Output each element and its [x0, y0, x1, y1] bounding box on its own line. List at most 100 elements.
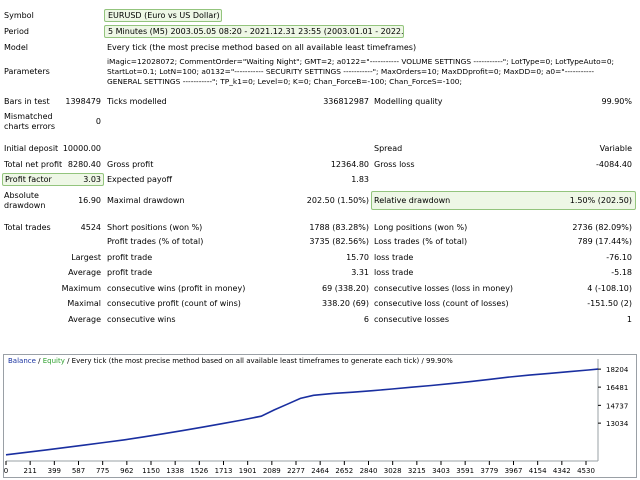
relative-drawdown-value: 1.50% (202.50): [569, 196, 632, 205]
parameters-line-3: GENERAL SETTINGS -----------"; TP_k1=0; …: [107, 77, 462, 86]
maximal-consecutive-loss-value: -151.50 (2): [587, 299, 632, 308]
average-consecutive-wins-label: consecutive wins: [107, 315, 176, 324]
long-positions-value: 2736 (82.09%): [572, 223, 632, 232]
x-tick-label: 1338: [166, 467, 184, 475]
average-consecutive-label: Average: [68, 315, 101, 324]
legend-description: / Every tick (the most precise method ba…: [64, 357, 453, 365]
relative-drawdown-label: Relative drawdown: [374, 196, 451, 205]
max-consecutive-wins-value: 69 (338.20): [322, 284, 369, 293]
profit-trades-value: 3735 (82.56%): [309, 237, 369, 246]
initial-deposit-value: 10000.00: [62, 144, 101, 153]
chart-legend: Balance / Equity / Every tick (the most …: [8, 357, 453, 366]
largest-label: Largest: [71, 253, 101, 262]
net-profit-label: Total net profit: [4, 160, 63, 169]
x-tick-label: 1901: [239, 467, 257, 475]
x-tick-label: 3403: [432, 467, 450, 475]
x-tick-label: 211: [23, 467, 36, 475]
spread-value: Variable: [599, 144, 632, 153]
mismatched-label-2: charts errors: [4, 122, 56, 131]
average-loss-trade-value: -5.18: [611, 268, 632, 277]
loss-trades-label: Loss trades (% of total): [374, 237, 468, 246]
model-value: Every tick (the most precise method base…: [107, 43, 417, 52]
short-positions-label: Short positions (won %): [107, 223, 203, 232]
ticks-value: 336812987: [323, 97, 369, 106]
max-consecutive-wins-label: consecutive wins (profit in money): [107, 284, 246, 293]
period-label: Period: [4, 27, 29, 36]
x-tick-label: 775: [96, 467, 109, 475]
profit-factor-value: 3.03: [83, 175, 101, 184]
x-tick-label: 1713: [215, 467, 233, 475]
average-consecutive-losses-label: consecutive losses: [374, 315, 450, 324]
parameters-line-1: iMagic=12028072; CommentOrder="Waiting N…: [107, 57, 615, 66]
legend-separator: /: [35, 357, 43, 365]
average-loss-trade-label: loss trade: [374, 268, 414, 277]
y-tick-label: 16481: [606, 384, 628, 392]
profit-factor-box: [2, 173, 104, 186]
largest-loss-trade-label: loss trade: [374, 253, 414, 262]
maximal-consecutive-loss-label: consecutive loss (count of losses): [374, 299, 509, 308]
x-tick-label: 2840: [360, 467, 378, 475]
x-tick-label: 4154: [529, 467, 547, 475]
symbol-label: Symbol: [4, 11, 34, 20]
largest-loss-trade-value: -76.10: [606, 253, 632, 262]
mismatched-value: 0: [95, 117, 101, 126]
short-positions-value: 1788 (83.28%): [309, 223, 369, 232]
maximal-drawdown-label: Maximal drawdown: [107, 196, 185, 205]
max-consecutive-losses-value: 4 (-108.10): [587, 284, 632, 293]
absolute-drawdown-value: 16.90: [78, 196, 101, 205]
parameters-line-2: StartLot=0.1; LotN=100; a0132="---------…: [107, 67, 595, 76]
x-tick-label: 3028: [384, 467, 402, 475]
x-tick-label: 3215: [408, 467, 426, 475]
gross-loss-label: Gross loss: [374, 160, 415, 169]
balance-chart: Balance / Equity / Every tick (the most …: [3, 354, 637, 478]
y-tick-label: 13034: [606, 420, 629, 428]
total-trades-value: 4524: [80, 223, 101, 232]
y-tick-label: 18204: [606, 366, 629, 374]
gross-loss-value: -4084.40: [596, 160, 632, 169]
quality-label: Modelling quality: [374, 97, 443, 106]
absolute-drawdown-label-1: Absolute: [4, 191, 39, 200]
bars-label: Bars in test: [4, 97, 50, 106]
expected-payoff-label: Expected payoff: [107, 175, 172, 184]
x-tick-label: 2089: [263, 467, 281, 475]
x-tick-label: 3591: [456, 467, 474, 475]
largest-profit-trade-label: profit trade: [107, 253, 153, 262]
spread-label: Spread: [374, 144, 403, 153]
x-tick-label: 3967: [505, 467, 523, 475]
absolute-drawdown-label-2: drawdown: [4, 201, 46, 210]
average-label: Average: [68, 268, 101, 277]
average-profit-trade-label: profit trade: [107, 268, 153, 277]
symbol-value: EURUSD (Euro vs US Dollar): [104, 9, 222, 22]
maximal-drawdown-value: 202.50 (1.50%): [306, 196, 369, 205]
x-tick-label: 2652: [335, 467, 353, 475]
x-tick-label: 1150: [142, 467, 160, 475]
maximal-consecutive-profit-value: 338.20 (69): [322, 299, 369, 308]
average-profit-trade-value: 3.31: [351, 268, 369, 277]
mismatched-label-1: Mismatched: [4, 112, 53, 121]
profit-trades-label: Profit trades (% of total): [107, 237, 204, 246]
gross-profit-label: Gross profit: [107, 160, 154, 169]
maximal-consecutive-profit-label: consecutive profit (count of wins): [107, 299, 241, 308]
x-tick-label: 2464: [311, 467, 329, 475]
initial-deposit-label: Initial deposit: [4, 144, 59, 153]
legend-equity: Equity: [42, 357, 65, 365]
x-tick-label: 0: [4, 467, 8, 475]
x-tick-label: 1526: [190, 467, 208, 475]
period-value: 5 Minutes (M5) 2003.05.05 08:20 - 2021.1…: [104, 25, 404, 38]
average-consecutive-wins-value: 6: [363, 315, 369, 324]
relative-drawdown-box: [371, 191, 636, 210]
bars-value: 1398479: [65, 97, 101, 106]
balance-series-line: [5, 368, 599, 456]
x-tick-label: 4342: [553, 467, 571, 475]
total-trades-label: Total trades: [4, 223, 51, 232]
maximal-label: Maximal: [67, 299, 101, 308]
expected-payoff-value: 1.83: [351, 175, 369, 184]
model-label: Model: [4, 43, 29, 52]
long-positions-label: Long positions (won %): [374, 223, 468, 232]
gross-profit-value: 12364.80: [330, 160, 369, 169]
x-tick-label: 4530: [577, 467, 595, 475]
maximum-label: Maximum: [61, 284, 101, 293]
average-consecutive-losses-value: 1: [626, 315, 632, 324]
largest-profit-trade-value: 15.70: [346, 253, 369, 262]
profit-factor-label: Profit factor: [5, 175, 52, 184]
